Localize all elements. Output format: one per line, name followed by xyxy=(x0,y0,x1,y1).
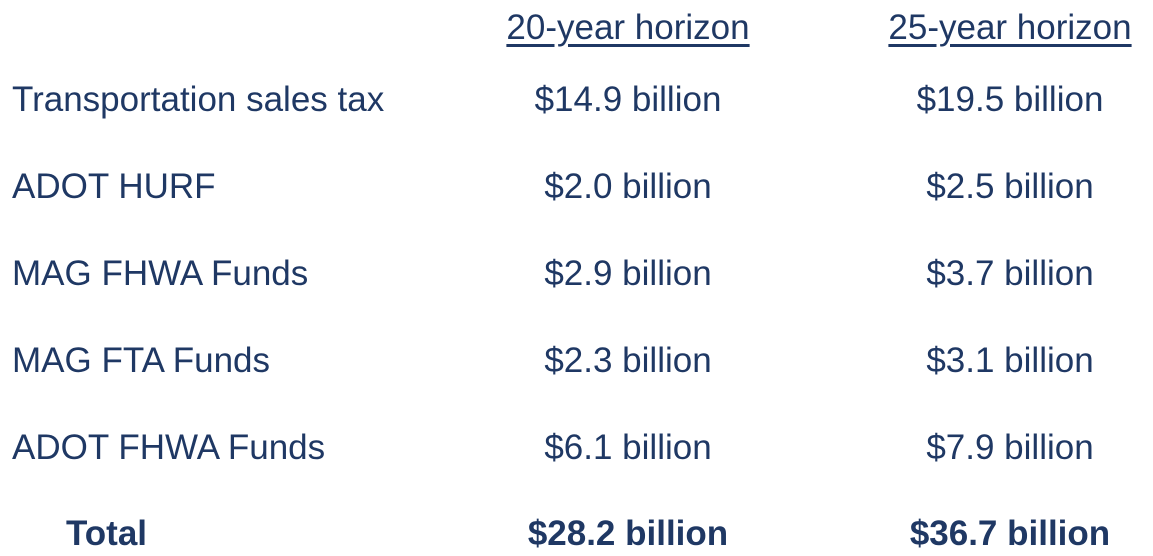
source-label: MAG FTA Funds xyxy=(12,341,271,380)
source-label: ADOT FHWA Funds xyxy=(12,428,326,467)
amount: $3.7 billion xyxy=(926,254,1094,293)
source-label: ADOT HURF xyxy=(12,167,216,206)
amount: $19.5 billion xyxy=(916,80,1104,119)
total-amount: $28.2 billion xyxy=(527,514,729,553)
amount: $2.3 billion xyxy=(544,341,712,380)
column-header: 25-year horizon xyxy=(888,8,1132,47)
amount: $6.1 billion xyxy=(544,428,712,467)
total-amount: $36.7 billion xyxy=(909,514,1111,553)
total-label: Total xyxy=(66,514,148,553)
amount: $3.1 billion xyxy=(926,341,1094,380)
amount: $2.5 billion xyxy=(926,167,1094,206)
amount: $7.9 billion xyxy=(926,428,1094,467)
column-header: 20-year horizon xyxy=(506,8,750,47)
amount: $2.9 billion xyxy=(544,254,712,293)
amount: $2.0 billion xyxy=(544,167,712,206)
source-label: Transportation sales tax xyxy=(12,80,385,119)
amount: $14.9 billion xyxy=(534,80,722,119)
source-label: MAG FHWA Funds xyxy=(12,254,309,293)
